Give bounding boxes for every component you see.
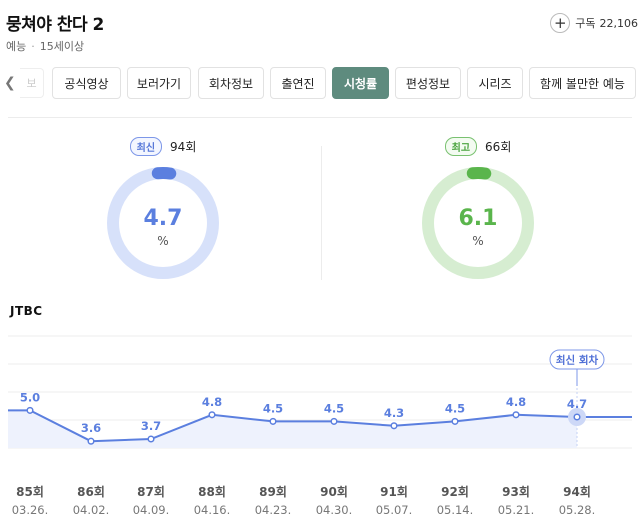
subscriber-count: 22,106	[599, 16, 639, 30]
subscribe-label: 구독	[575, 17, 596, 30]
data-label: 4.8	[506, 395, 526, 409]
x-tick-date: 05.14.	[437, 503, 474, 517]
data-point	[330, 417, 338, 425]
best-rating-value: 6.1	[458, 206, 498, 231]
data-point	[390, 422, 398, 430]
area-fill	[8, 410, 577, 448]
program-meta: 예능 · 15세이상	[6, 38, 84, 54]
subscribe-button[interactable]: + 구독 22,106	[550, 12, 638, 34]
channel-name: JTBC	[10, 304, 43, 318]
data-label: 4.3	[384, 406, 404, 420]
x-tick-date: 04.09.	[133, 503, 170, 517]
tab-schedule[interactable]: 편성정보	[395, 67, 461, 99]
data-label: 5.0	[20, 390, 40, 404]
tab-series[interactable]: 시리즈	[467, 67, 523, 99]
latest-rating-value: 4.7	[143, 206, 183, 231]
tab-ratings[interactable]: 시청률	[332, 67, 389, 99]
x-tick-episode: 87회	[137, 484, 165, 499]
x-tick-date: 03.26.	[12, 503, 49, 517]
latest-donut	[107, 167, 219, 279]
tab-cast[interactable]: 출연진	[270, 67, 326, 99]
data-point	[208, 411, 216, 419]
data-label: 3.6	[81, 421, 101, 435]
program-header: 뭉쳐야 찬다 2 예능 · 15세이상 + 구독 22,106	[6, 8, 638, 58]
x-tick-episode: 92회	[441, 484, 469, 499]
meta-separator: ·	[31, 40, 35, 53]
x-tick-date: 05.28.	[559, 503, 596, 517]
tab-bar: ❮ 보 공식영상 보러가기 회차정보 출연진 시청률 편성정보 시리즈 함께 볼…	[0, 66, 644, 100]
x-tick-episode: 88회	[198, 484, 226, 499]
data-label: 4.5	[324, 401, 344, 415]
chevron-left-icon[interactable]: ❮	[4, 75, 16, 91]
tab-official-video[interactable]: 공식영상	[52, 67, 121, 99]
best-donut	[422, 167, 534, 279]
series-line	[8, 409, 632, 443]
best-episode: 66회	[485, 139, 512, 154]
best-rating: 최고 66회 6.1 %	[393, 136, 563, 286]
ratings-line-chart: 5.0 85회 03.26. 3.6 86회 04.02. 3.7 87회 04.09. 4.8 8…	[8, 335, 632, 517]
x-tick-episode: 85회	[16, 484, 44, 499]
latest-rating: 최신 94회 4.7 %	[78, 136, 248, 286]
age-rating-label: 15세이상	[39, 40, 85, 53]
x-tick-date: 05.21.	[498, 503, 535, 517]
data-point	[147, 435, 155, 443]
x-tick-episode: 90회	[320, 484, 348, 499]
latest-badge-row: 최신 94회	[78, 136, 248, 156]
genre-label: 예능	[6, 40, 27, 53]
plus-icon: +	[550, 13, 571, 33]
best-donut-arc	[422, 167, 534, 279]
data-point	[87, 437, 95, 445]
x-tick-date: 04.16.	[194, 503, 231, 517]
latest-badge: 최신	[129, 136, 163, 156]
best-badge: 최고	[444, 136, 478, 156]
data-point	[512, 411, 520, 419]
data-label: 4.7	[567, 397, 587, 411]
latest-rating-unit: %	[157, 234, 169, 248]
latest-episode-bubble-label: 최신 회차	[556, 354, 599, 367]
tab-episode-info[interactable]: 회차정보	[198, 67, 264, 99]
data-point	[26, 406, 34, 414]
x-tick-episode: 94회	[563, 484, 591, 499]
tab-watch[interactable]: 보러가기	[127, 67, 191, 99]
vertical-divider	[321, 146, 322, 280]
tab-partial[interactable]: 보	[20, 68, 44, 98]
x-tick-episode: 93회	[502, 484, 530, 499]
x-tick-date: 05.07.	[376, 503, 413, 517]
section-divider	[8, 117, 632, 118]
latest-donut-arc	[107, 167, 219, 279]
x-tick-date: 04.30.	[316, 503, 353, 517]
x-tick-episode: 91회	[380, 484, 408, 499]
data-label: 4.8	[202, 395, 222, 409]
data-label: 3.7	[141, 419, 161, 433]
best-badge-row: 최고 66회	[393, 136, 563, 156]
data-point	[451, 417, 459, 425]
data-point	[269, 417, 277, 425]
x-tick-episode: 89회	[259, 484, 287, 499]
latest-episode: 94회	[170, 139, 197, 154]
data-label: 4.5	[445, 401, 465, 415]
tab-related-shows[interactable]: 함께 볼만한 예능	[529, 67, 636, 99]
program-title: 뭉쳐야 찬다 2	[6, 15, 104, 35]
best-rating-unit: %	[472, 234, 484, 248]
data-point	[573, 413, 581, 421]
data-label: 4.5	[263, 401, 283, 415]
x-tick-episode: 86회	[77, 484, 105, 499]
x-tick-date: 04.02.	[73, 503, 110, 517]
x-tick-date: 04.23.	[255, 503, 292, 517]
